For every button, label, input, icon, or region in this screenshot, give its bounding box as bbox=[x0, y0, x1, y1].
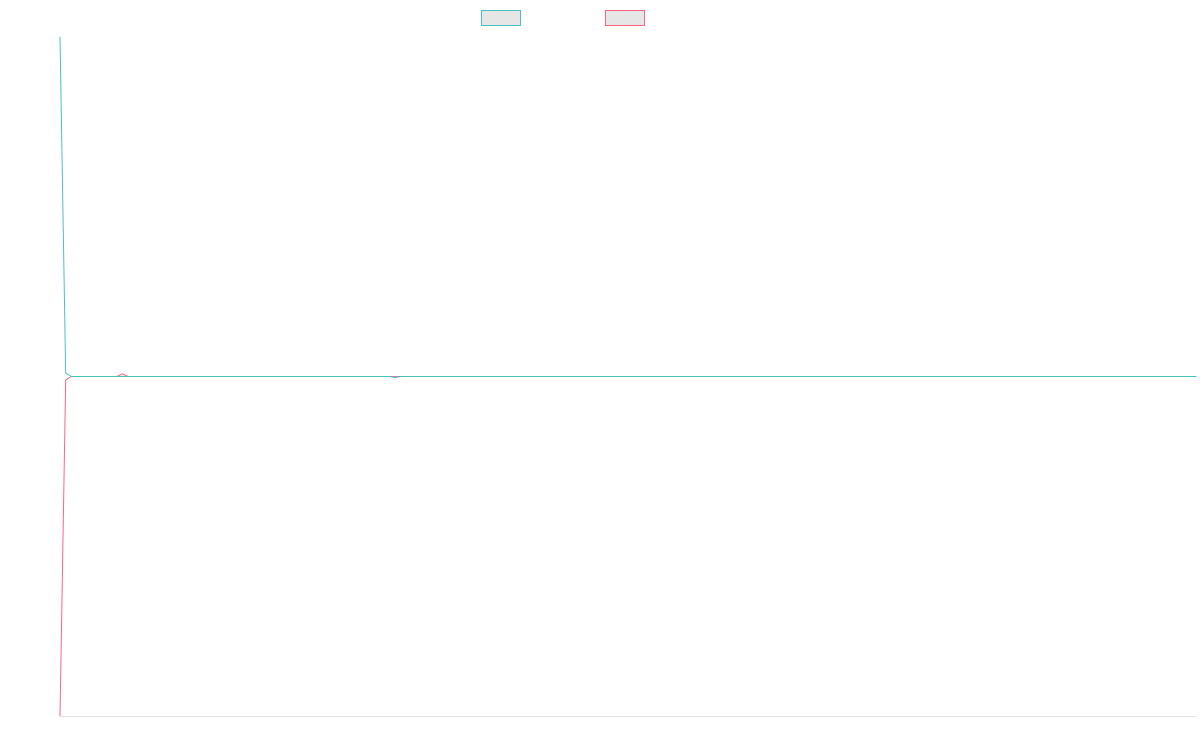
series-line-2 bbox=[59, 373, 1197, 717]
legend-item-1[interactable] bbox=[481, 10, 521, 26]
legend bbox=[481, 10, 645, 26]
legend-swatch-2[interactable] bbox=[605, 10, 645, 26]
plot-area bbox=[59, 36, 1197, 717]
series-line-1 bbox=[59, 36, 1197, 379]
legend-item-2[interactable] bbox=[605, 10, 645, 26]
legend-swatch-1[interactable] bbox=[481, 10, 521, 26]
